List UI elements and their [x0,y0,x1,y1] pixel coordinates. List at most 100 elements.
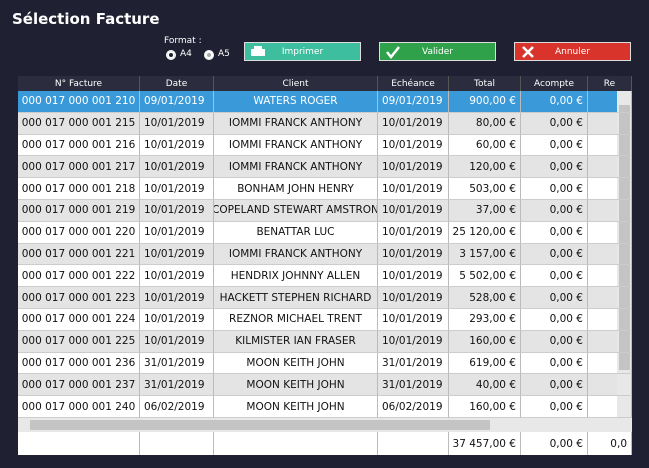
table-cell: 000 017 000 001 218 [18,178,140,200]
table-cell: BONHAM JOHN HENRY [214,178,378,200]
table-cell: 000 017 000 001 223 [18,287,140,309]
table-cell [588,265,632,288]
radio-button[interactable] [204,50,214,60]
cancel-button[interactable]: Annuler [514,42,631,61]
table-cell: 000 017 000 001 220 [18,221,140,244]
table-cell: 0,00 € [521,374,588,397]
table-cell: 10/01/2019 [378,221,449,244]
format-label: Format : [164,36,202,46]
table-cell: 10/01/2019 [140,265,214,288]
table-cell: 0,00 € [521,178,588,200]
column-header[interactable]: Total [449,76,521,91]
table-cell: 10/01/2019 [378,156,449,179]
table-cell: 10/01/2019 [140,156,214,179]
table-row[interactable]: 000 017 000 001 225 10/01/2019 KILMISTER I… [18,330,632,353]
table-cell: 000 017 000 001 219 [18,200,140,222]
table-cell: COPELAND STEWART AMSTRON [214,200,378,222]
table-cell: 40,00 € [449,374,521,397]
footer-cell: 0,0 [588,432,632,455]
horizontal-scrollbar[interactable] [18,418,632,432]
table-cell: 000 017 000 001 236 [18,352,140,375]
table-cell: 5 502,00 € [449,265,521,288]
table-cell: 31/01/2019 [378,374,449,397]
print-icon [251,46,265,56]
table-cell: 0,00 € [521,134,588,157]
table-cell: 503,00 € [449,178,521,200]
table-cell: 0,00 € [521,243,588,266]
table-row[interactable]: 000 017 000 001 215 10/01/2019 IOMMI FRANC… [18,112,632,135]
column-header[interactable]: N° Facture [18,76,140,91]
table-cell [588,91,632,113]
scroll-thumb[interactable] [619,105,630,370]
table-cell: 10/01/2019 [140,287,214,309]
table-cell: 000 017 000 001 225 [18,330,140,353]
button-label: Imprimer [281,46,324,57]
table-cell: MOON KEITH JOHN [214,374,378,397]
table-cell: 0,00 € [521,265,588,288]
table-cell: 31/01/2019 [140,352,214,375]
table-cell: 10/01/2019 [140,112,214,135]
scroll-thumb[interactable] [30,420,490,430]
table-cell [588,178,632,200]
table-cell: 10/01/2019 [140,178,214,200]
table-row[interactable]: 000 017 000 001 216 10/01/2019 IOMMI FRANC… [18,134,632,157]
table-row[interactable]: 000 017 000 001 236 31/01/2019 MOON KEITH … [18,352,632,375]
table-cell: 31/01/2019 [378,352,449,375]
invoice-table: N° Facture Date Client Echéance Total Acompte… [18,76,632,455]
column-header[interactable]: Date [140,76,214,91]
table-row[interactable]: 000 017 000 001 219 10/01/2019 COPELAND ST… [18,200,632,222]
table-cell [588,374,632,397]
table-cell: 0,00 € [521,156,588,179]
table-cell: 10/01/2019 [378,309,449,331]
table-cell: 25 120,00 € [449,221,521,244]
table-cell: 000 017 000 001 216 [18,134,140,157]
validate-button[interactable]: Valider [379,42,496,61]
vertical-scrollbar[interactable] [617,91,632,418]
table-cell: 160,00 € [449,330,521,353]
table-cell: 000 017 000 001 240 [18,396,140,418]
table-row[interactable]: 000 017 000 001 218 10/01/2019 BONHAM JOHN… [18,178,632,200]
table-cell [588,112,632,135]
table-row[interactable]: 000 017 000 001 217 10/01/2019 IOMMI FRANC… [18,156,632,179]
table-row[interactable]: 000 017 000 001 224 10/01/2019 REZNOR MICH… [18,309,632,331]
table-cell: 10/01/2019 [140,221,214,244]
radio-label: A4 [180,49,192,59]
table-cell: 10/01/2019 [378,265,449,288]
column-header[interactable]: Client [214,76,378,91]
window-title: Sélection Facture [12,10,160,28]
table-cell: 10/01/2019 [378,330,449,353]
table-cell: 120,00 € [449,156,521,179]
footer-cell [378,432,449,455]
radio-label: A5 [218,49,230,59]
table-row[interactable]: 000 017 000 001 223 10/01/2019 HACKETT STE… [18,287,632,309]
table-cell: 10/01/2019 [378,243,449,266]
table-row[interactable]: 000 017 000 001 210 09/01/2019 WATERS ROGE… [18,91,632,113]
table-cell: KILMISTER IAN FRASER [214,330,378,353]
radio-button[interactable] [166,50,176,60]
table-cell: WATERS ROGER [214,91,378,113]
table-cell: 10/01/2019 [140,200,214,222]
table-row[interactable]: 000 017 000 001 221 10/01/2019 IOMMI FRANC… [18,243,632,266]
table-cell: 06/02/2019 [378,396,449,418]
column-header[interactable]: Echéance [378,76,449,91]
table-cell: 3 157,00 € [449,243,521,266]
table-cell: 10/01/2019 [378,112,449,135]
table-cell: 000 017 000 001 221 [18,243,140,266]
table-cell: 0,00 € [521,221,588,244]
column-header[interactable]: Acompte [521,76,588,91]
table-cell: 09/01/2019 [140,91,214,113]
table-row[interactable]: 000 017 000 001 237 31/01/2019 MOON KEITH … [18,374,632,397]
table-row[interactable]: 000 017 000 001 222 10/01/2019 HENDRIX JOH… [18,265,632,288]
table-row[interactable]: 000 017 000 001 220 10/01/2019 BENATTAR LU… [18,221,632,244]
button-label: Valider [422,46,453,57]
table-cell: IOMMI FRANCK ANTHONY [214,112,378,135]
column-header[interactable]: Re [588,76,632,91]
table-cell: 31/01/2019 [140,374,214,397]
table-cell [588,287,632,309]
table-cell: MOON KEITH JOHN [214,396,378,418]
table-cell: 10/01/2019 [140,243,214,266]
table-cell [588,330,632,353]
print-button[interactable]: Imprimer [244,42,361,61]
table-cell: 10/01/2019 [378,178,449,200]
table-row[interactable]: 000 017 000 001 240 06/02/2019 MOON KEITH … [18,396,632,418]
